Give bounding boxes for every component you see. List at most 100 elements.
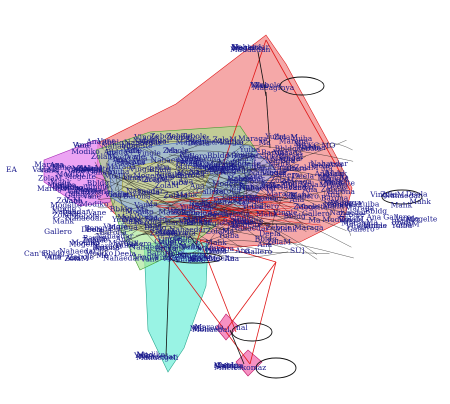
node-label: Vane	[31, 165, 51, 174]
edge	[185, 218, 246, 231]
node-label: Bbldg	[275, 144, 298, 153]
edge	[170, 191, 204, 198]
node-label: Ana	[115, 235, 131, 244]
node-label: Yuiba	[179, 154, 201, 163]
node-label: Mahk	[158, 208, 180, 217]
edge	[265, 91, 271, 149]
node-label: Vane	[122, 145, 142, 154]
node-label: Yuiba	[112, 158, 134, 167]
node-label: Vane	[166, 243, 186, 252]
edge	[115, 201, 179, 211]
edge	[116, 188, 340, 234]
edge	[94, 221, 206, 235]
node-label: Mogelte	[121, 141, 153, 150]
edge	[151, 154, 256, 209]
node-label: Ma	[259, 138, 272, 147]
node-labels: KC MO Can't Itscool Doc GA budas SU] EA …	[6, 45, 387, 372]
node-label: ZolaM	[229, 174, 254, 183]
node-label: Deela	[233, 43, 255, 52]
edge	[197, 223, 286, 246]
node-label: Vane	[82, 192, 102, 201]
edge	[113, 156, 255, 187]
node-label: Vingle	[271, 163, 297, 172]
node-label: Ma	[222, 227, 235, 236]
edge	[105, 157, 115, 183]
node-label: Deela	[81, 225, 103, 234]
node-label: Barona	[84, 224, 112, 233]
node-label: Vane	[143, 221, 163, 230]
edge	[173, 203, 217, 210]
node-label: Bbldg	[365, 206, 388, 215]
node-label: Yuiba	[232, 150, 254, 159]
node-label: ZolaM	[302, 180, 327, 189]
node-label: Vane	[249, 81, 269, 90]
self-loops	[169, 76, 423, 379]
edge	[156, 169, 330, 182]
node-label: Mahk	[275, 225, 297, 234]
node-label: Zebole	[68, 252, 94, 261]
node-label: Deela	[292, 171, 314, 180]
node-label: Ana	[207, 208, 223, 217]
node-label: Vingle	[104, 190, 130, 199]
node-label: Vingle	[156, 234, 182, 243]
node-label: Mogelte	[212, 179, 244, 188]
node-label: Barona	[223, 208, 251, 217]
node-label: Gallero	[165, 171, 193, 180]
node-label: Yuiba	[390, 221, 412, 230]
node-label: Vane	[243, 172, 263, 181]
node-label: ZolaM	[233, 194, 258, 203]
node-label: Vingle	[129, 165, 155, 174]
node-label: Bbldg	[52, 182, 75, 191]
node-label: ZolaM	[163, 191, 188, 200]
edge	[97, 178, 286, 200]
edge	[183, 164, 296, 225]
node-label: Modiko	[85, 249, 114, 258]
edge	[122, 177, 207, 249]
node-label: Deela	[109, 153, 131, 162]
edge	[122, 155, 307, 242]
edge	[105, 170, 225, 205]
node-label: ZolaM	[143, 175, 168, 184]
edge	[193, 252, 330, 254]
node-label: Vingle	[278, 153, 304, 162]
node-label: Yuiba	[69, 164, 91, 173]
node-label: Maraga	[194, 323, 224, 332]
node-label: Deela	[138, 188, 160, 197]
node-label: Yuiba	[264, 132, 286, 141]
node-label: Vingle	[174, 254, 200, 263]
edge	[181, 150, 276, 162]
node-label: Mogelte	[133, 171, 165, 180]
node-label: Yuiba	[294, 141, 316, 150]
edge	[124, 143, 320, 228]
node-label: Modiko	[138, 137, 167, 146]
node-label: Vingle	[199, 219, 225, 228]
edge	[227, 189, 307, 232]
node-label: Gallero	[347, 224, 375, 233]
node-label: Gallero	[279, 164, 307, 173]
node-label: Yuiba	[136, 212, 158, 221]
node-label: Yuiba	[290, 134, 312, 143]
node-label: Ana	[302, 185, 318, 194]
node-label: ZolaM	[155, 181, 180, 190]
node-label: Zebole	[266, 223, 292, 232]
node-label: Bbldg	[43, 249, 66, 258]
node-label: ZolaM	[192, 254, 217, 263]
node-label: Maraga	[345, 203, 375, 212]
node-label: Bbldg	[207, 151, 230, 160]
node-label: Ma	[366, 218, 379, 227]
node-label: Ma	[234, 198, 247, 207]
edge	[149, 229, 251, 365]
node-label: Barona	[208, 163, 236, 172]
edge	[172, 203, 204, 211]
node-label: Bbldg	[195, 211, 218, 220]
node-label: Gallero	[222, 192, 250, 201]
edge	[97, 199, 116, 209]
edge	[171, 197, 239, 211]
node-label: Yuiba	[241, 202, 263, 211]
node-label: Mogelte	[220, 166, 252, 175]
node-label: Ana	[366, 213, 382, 222]
node-label: Gallero	[302, 209, 330, 218]
node-label: Modiko	[104, 172, 133, 181]
edge	[126, 141, 292, 245]
node-label: Vane	[157, 238, 177, 247]
